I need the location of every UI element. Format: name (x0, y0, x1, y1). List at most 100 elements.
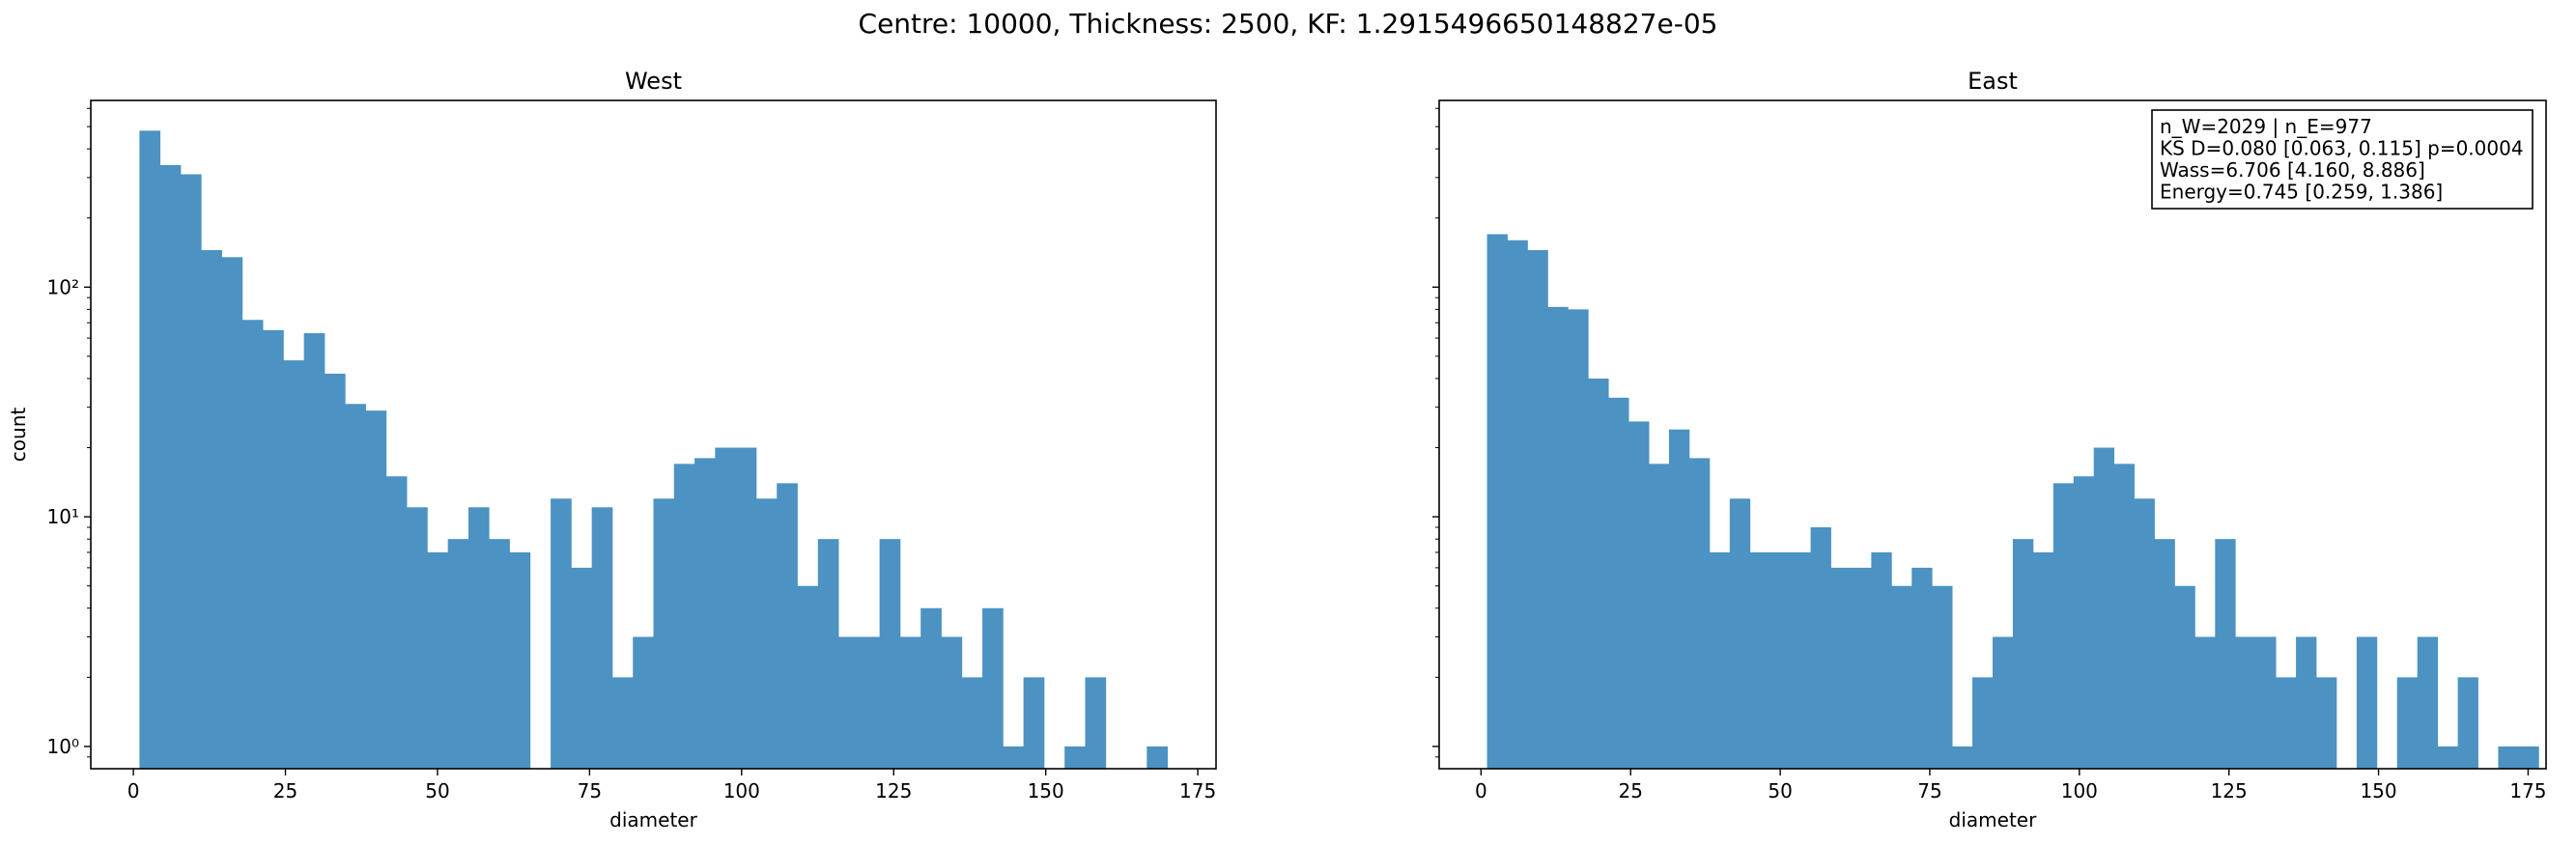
histogram-bar (653, 498, 675, 769)
histogram-bar (1871, 551, 1892, 769)
histogram-bar (201, 249, 222, 769)
x-tick-label: 0 (1475, 779, 1487, 803)
histogram-bar (283, 360, 305, 769)
histogram-bar (1790, 551, 1811, 769)
histogram-bar (777, 483, 798, 769)
histogram-bar (2012, 539, 2034, 769)
histogram-bar (1003, 746, 1025, 769)
histogram-bar (2174, 585, 2195, 769)
histogram-bar (879, 539, 901, 769)
histogram-bar (715, 447, 737, 769)
histogram-bar (2113, 464, 2135, 769)
histogram-bar (159, 164, 182, 769)
x-tick-label: 25 (1619, 779, 1643, 803)
histogram-bar (1146, 746, 1169, 769)
histogram-bar (1709, 551, 1731, 769)
y-tick-label: 10⁰ (47, 735, 79, 758)
x-tick-label: 175 (2509, 779, 2546, 803)
histogram-bar (1851, 567, 1872, 769)
histogram-bar (1688, 458, 1711, 769)
histogram-bar (1628, 421, 1650, 769)
histogram-bar (673, 464, 695, 769)
x-tick-label: 150 (2360, 779, 2396, 803)
histogram-bar (1064, 746, 1086, 769)
histogram-bar (1729, 498, 1751, 769)
histogram-bar (241, 320, 264, 769)
x-tick-label: 75 (578, 779, 602, 803)
stats-line: KS D=0.080 [0.063, 0.115] p=0.0004 (2160, 137, 2524, 160)
histogram-bar (571, 567, 593, 769)
histogram-bar (2134, 498, 2155, 769)
histogram-bar (1952, 746, 1973, 769)
histogram-bar (899, 636, 921, 769)
stats-line: Wass=6.706 [4.160, 8.886] (2160, 158, 2425, 182)
x-axis-label: diameter (1949, 808, 2037, 831)
stats-line: Energy=0.745 [0.259, 1.386] (2160, 181, 2443, 204)
histogram-bar (1568, 309, 1589, 769)
histogram-bar (2356, 636, 2378, 769)
histogram-bar (1810, 527, 1831, 769)
panel-title: East (1967, 68, 2018, 95)
histogram-bar (2296, 636, 2317, 769)
histogram-bar (467, 507, 490, 769)
stats-line: n_W=2029 | n_E=977 (2160, 115, 2372, 138)
x-tick-label: 50 (425, 779, 449, 803)
histogram-bar (633, 636, 654, 769)
histogram-bar (1608, 397, 1629, 769)
histogram-bar (2194, 636, 2216, 769)
histogram-bar (1507, 239, 1528, 769)
histogram-bar (1972, 677, 1994, 769)
stats-box (2151, 109, 2534, 210)
histogram-bar (859, 636, 881, 769)
histogram-bar (385, 476, 408, 769)
histogram-bar (1932, 585, 1953, 769)
histogram-bar (1891, 585, 1912, 769)
x-tick-label: 75 (1917, 779, 1941, 803)
histogram-bar (1085, 677, 1107, 769)
histogram-bar (797, 585, 819, 769)
histogram-bar (591, 507, 613, 769)
histogram-bar (2073, 476, 2095, 769)
histogram-bar (2093, 447, 2115, 769)
histogram-bar (407, 507, 428, 769)
histogram-bar (2316, 677, 2337, 769)
histogram-bar (551, 498, 572, 769)
x-tick-label: 125 (2211, 779, 2248, 803)
histogram-bar (982, 607, 1004, 769)
histogram-bar (1993, 636, 2014, 769)
histogram-bar (2276, 677, 2297, 769)
histogram-bar (447, 539, 469, 769)
x-tick-label: 0 (127, 779, 140, 803)
histogram-bar (1749, 551, 1771, 769)
histogram-bar (838, 636, 860, 769)
histogram-bar (2518, 746, 2539, 769)
histogram-bar (345, 404, 366, 769)
x-axis-label: diameter (609, 808, 697, 831)
axes-frame (1438, 99, 2547, 770)
histogram-bar (139, 130, 161, 770)
histogram-bar (2052, 483, 2075, 769)
histogram-bar (735, 447, 757, 769)
histogram-bar (2457, 677, 2478, 769)
histogram-bar (1547, 306, 1569, 769)
histogram-bar (303, 333, 326, 769)
figure-title: Centre: 10000, Thickness: 2500, KF: 1.29… (858, 8, 1718, 40)
histogram-bar (324, 373, 346, 769)
histogram-bar (941, 636, 963, 769)
histogram-bar (509, 551, 531, 769)
histogram-bar (2255, 636, 2277, 769)
histogram-bar (221, 257, 243, 769)
histogram-bar (2235, 636, 2256, 769)
histogram-bar (263, 329, 284, 769)
histogram-bar (961, 677, 983, 769)
histogram-bar (1769, 551, 1792, 769)
histogram-bar (180, 174, 202, 769)
x-tick-label: 50 (1768, 779, 1792, 803)
histogram-bar (2032, 551, 2054, 769)
x-tick-label: 175 (1179, 779, 1216, 803)
panel-title: West (625, 68, 682, 95)
histogram-bar (489, 539, 510, 769)
x-tick-label: 100 (2061, 779, 2098, 803)
histogram-bar (1023, 677, 1045, 769)
histogram-bar (1830, 567, 1852, 769)
